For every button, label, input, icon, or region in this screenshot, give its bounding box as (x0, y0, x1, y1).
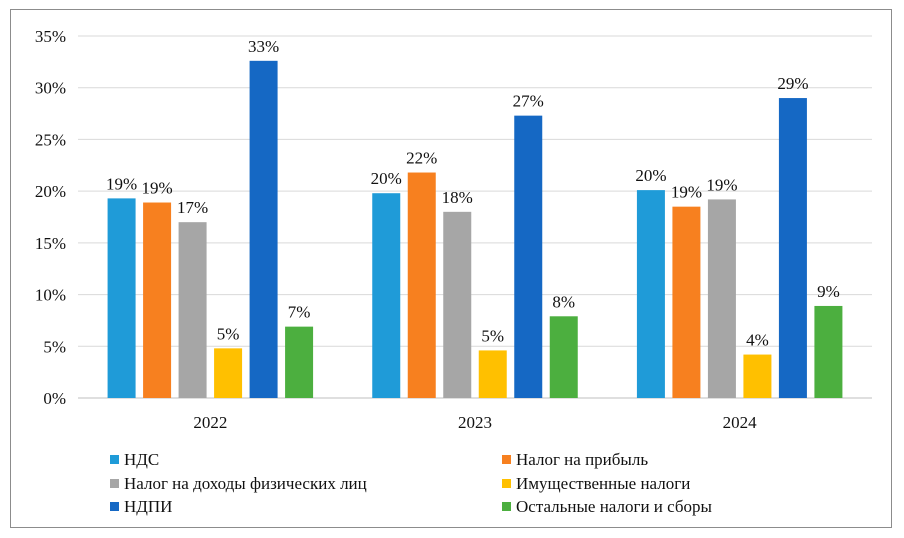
data-label: 20% (371, 169, 402, 188)
bar-2024-series-5 (814, 305, 843, 398)
legend-label: НДС (124, 450, 159, 469)
data-label: 18% (442, 188, 473, 207)
data-label: 9% (817, 282, 840, 301)
bar-2023-series-5 (549, 316, 578, 398)
legend-swatch (110, 502, 119, 511)
data-label: 4% (746, 331, 769, 350)
data-label: 29% (777, 74, 808, 93)
data-label: 20% (635, 166, 666, 185)
bar-2024-series-2 (707, 199, 736, 398)
y-tick-label: 35% (35, 27, 66, 46)
y-tick-label: 10% (35, 286, 66, 305)
data-label: 19% (671, 183, 702, 202)
data-label: 8% (552, 292, 575, 311)
data-label: 19% (706, 175, 737, 194)
data-label: 7% (288, 303, 311, 322)
legend-swatch (110, 479, 119, 488)
legend-swatch (502, 502, 511, 511)
y-tick-label: 5% (43, 337, 66, 356)
legend-label: Налог на прибыль (516, 450, 648, 469)
bar-2024-series-1 (672, 206, 701, 398)
bar-2023-series-2 (443, 211, 472, 398)
bar-2023-series-0 (372, 193, 401, 398)
legend-label: НДПИ (124, 497, 172, 516)
x-category-label: 2024 (723, 413, 758, 432)
bar-2022-series-5 (285, 326, 314, 398)
y-tick-label: 20% (35, 182, 66, 201)
bar-2022-series-3 (214, 348, 243, 398)
y-tick-label: 15% (35, 234, 66, 253)
data-label: 5% (481, 326, 504, 345)
x-category-label: 2023 (458, 413, 492, 432)
bar-2023-series-3 (478, 350, 507, 398)
data-label: 33% (248, 37, 279, 56)
y-tick-label: 25% (35, 130, 66, 149)
data-label: 5% (217, 324, 240, 343)
data-label: 27% (513, 92, 544, 111)
data-label: 19% (141, 179, 172, 198)
x-category-label: 2022 (193, 413, 227, 432)
data-label: 17% (177, 198, 208, 217)
y-tick-label: 0% (43, 389, 66, 408)
bar-2022-series-1 (143, 202, 172, 398)
legend-swatch (502, 479, 511, 488)
legend-swatch (502, 455, 511, 464)
legend-label: Налог на доходы физических лиц (124, 474, 367, 493)
bar-2023-series-1 (407, 172, 436, 398)
bar-2024-series-0 (636, 190, 665, 398)
bar-2022-series-4 (249, 60, 278, 399)
bar-2022-series-2 (178, 222, 207, 398)
legend-label: Имущественные налоги (516, 474, 690, 493)
bar-2022-series-0 (107, 198, 136, 398)
bar-2024-series-4 (778, 98, 807, 399)
data-label: 19% (106, 174, 137, 193)
data-label: 22% (406, 149, 437, 168)
bar-2024-series-3 (743, 354, 772, 398)
bar-2023-series-4 (514, 115, 543, 398)
legend-label: Остальные налоги и сборы (516, 497, 713, 516)
y-tick-label: 30% (35, 79, 66, 98)
legend-swatch (110, 455, 119, 464)
